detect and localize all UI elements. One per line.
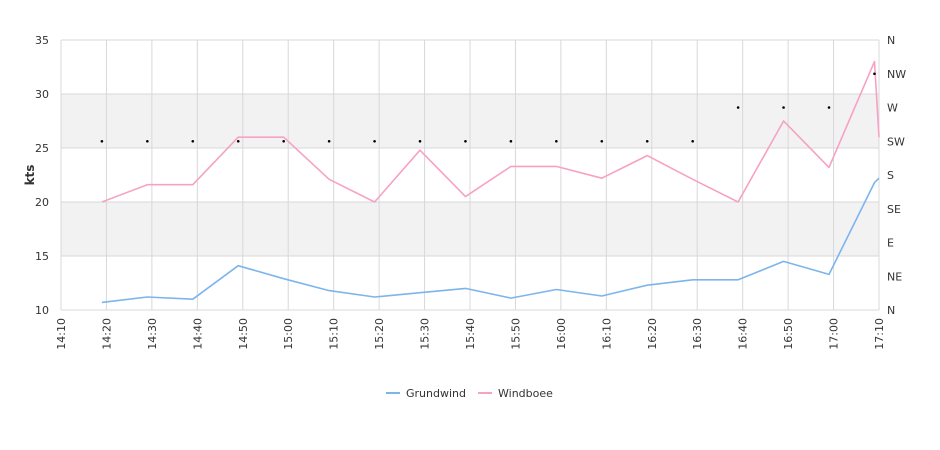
direction-marker <box>146 139 149 143</box>
direction-tick-label: SW <box>887 135 905 148</box>
direction-marker <box>464 139 467 143</box>
direction-tick-label: N <box>887 304 895 317</box>
direction-marker <box>418 139 422 143</box>
direction-marker <box>782 106 785 109</box>
direction-marker <box>327 139 331 143</box>
direction-tick-label: NE <box>887 270 902 283</box>
direction-marker <box>555 139 558 143</box>
x-tick-label: 16:10 <box>600 318 613 350</box>
direction-marker <box>645 139 649 143</box>
x-tick-label: 15:10 <box>328 318 341 350</box>
direction-markers <box>100 72 876 143</box>
x-tick-label: 16:40 <box>737 318 750 350</box>
direction-marker <box>736 106 740 109</box>
direction-tick-label: W <box>887 102 898 115</box>
y-tick-label: 30 <box>35 88 49 101</box>
x-tick-label: 15:20 <box>373 318 386 350</box>
x-tick-label: 16:30 <box>691 318 704 350</box>
direction-marker <box>373 139 376 143</box>
x-tick-label: 15:00 <box>282 318 295 350</box>
y-axis-title: kts <box>23 165 37 186</box>
y-tick-label: 15 <box>35 250 49 263</box>
legend-label-grundwind: Grundwind <box>406 387 466 400</box>
series-lines <box>101 60 880 304</box>
direction-marker <box>282 139 285 143</box>
direction-tick-label: E <box>887 237 894 250</box>
vertical-gridlines <box>60 40 880 310</box>
y-tick-label: 25 <box>35 142 49 155</box>
x-tick-label: 15:50 <box>509 318 522 350</box>
direction-marker <box>827 106 831 109</box>
series-line-windboee <box>101 60 880 203</box>
direction-marker <box>691 139 694 143</box>
y-axis-tick-labels: 10 15 20 25 30 35 <box>35 34 49 317</box>
direction-tick-label: SE <box>887 203 901 216</box>
y-tick-label: 20 <box>35 196 49 209</box>
x-tick-label: 16:20 <box>646 318 659 350</box>
legend-label-windboee: Windboee <box>498 387 553 400</box>
direction-marker <box>600 139 604 143</box>
horizontal-gridlines <box>61 39 879 311</box>
direction-axis-tick-labels: N NE E SE S SW W NW N <box>887 34 906 317</box>
direction-marker <box>191 139 195 143</box>
direction-tick-label: NW <box>887 68 906 81</box>
x-tick-label: 15:40 <box>464 318 477 350</box>
x-tick-label: 14:30 <box>146 318 159 350</box>
x-tick-label: 17:00 <box>828 318 841 350</box>
x-tick-label: 16:50 <box>782 318 795 350</box>
direction-marker <box>873 72 876 76</box>
direction-marker <box>100 139 104 143</box>
x-tick-label: 15:30 <box>419 318 432 350</box>
x-tick-label: 16:00 <box>555 318 568 350</box>
y-tick-label: 10 <box>35 304 49 317</box>
series-line-grundwind <box>101 177 880 304</box>
x-tick-label: 14:40 <box>191 318 204 350</box>
direction-marker <box>236 139 240 143</box>
x-tick-label: 14:50 <box>237 318 250 350</box>
x-tick-label: 17:10 <box>873 318 886 350</box>
direction-tick-label: S <box>887 169 894 182</box>
x-tick-label: 14:20 <box>100 318 113 350</box>
direction-tick-label: N <box>887 34 895 47</box>
y-tick-label: 35 <box>35 34 49 47</box>
direction-marker <box>509 139 513 143</box>
legend: Grundwind Windboee <box>386 387 553 400</box>
x-axis-tick-labels: 14:10 14:20 14:30 14:40 14:50 15:00 15:10 15:20… <box>55 318 886 350</box>
x-tick-label: 14:10 <box>55 318 68 350</box>
